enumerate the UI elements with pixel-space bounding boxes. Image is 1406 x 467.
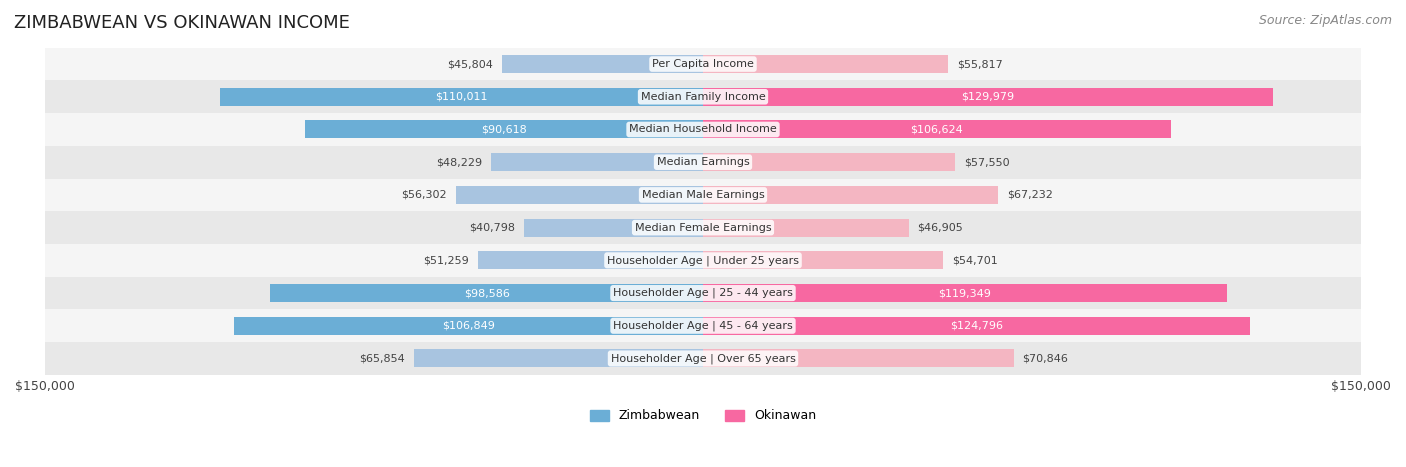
Text: Median Household Income: Median Household Income xyxy=(628,125,778,134)
Text: Householder Age | 45 - 64 years: Householder Age | 45 - 64 years xyxy=(613,320,793,331)
Bar xyxy=(415,349,703,368)
Bar xyxy=(502,55,703,73)
Text: Median Female Earnings: Median Female Earnings xyxy=(634,223,772,233)
Bar xyxy=(703,317,1250,335)
Bar xyxy=(235,317,703,335)
Text: Median Male Earnings: Median Male Earnings xyxy=(641,190,765,200)
Text: $56,302: $56,302 xyxy=(402,190,447,200)
Bar xyxy=(305,120,703,139)
Bar xyxy=(703,284,1226,302)
Bar xyxy=(703,55,948,73)
Text: Householder Age | Over 65 years: Householder Age | Over 65 years xyxy=(610,353,796,364)
Bar xyxy=(703,153,956,171)
Legend: Zimbabwean, Okinawan: Zimbabwean, Okinawan xyxy=(585,404,821,427)
Bar xyxy=(45,113,1361,146)
Bar xyxy=(524,219,703,237)
Text: Householder Age | Under 25 years: Householder Age | Under 25 years xyxy=(607,255,799,266)
Text: $119,349: $119,349 xyxy=(938,288,991,298)
Bar xyxy=(270,284,703,302)
Bar xyxy=(478,251,703,269)
Text: $98,586: $98,586 xyxy=(464,288,510,298)
Text: Median Family Income: Median Family Income xyxy=(641,92,765,102)
Bar xyxy=(45,310,1361,342)
Text: $57,550: $57,550 xyxy=(965,157,1010,167)
Text: $46,905: $46,905 xyxy=(918,223,963,233)
Text: $67,232: $67,232 xyxy=(1007,190,1053,200)
Text: $54,701: $54,701 xyxy=(952,255,997,265)
Bar xyxy=(45,48,1361,80)
Text: $51,259: $51,259 xyxy=(423,255,470,265)
Text: $90,618: $90,618 xyxy=(481,125,527,134)
Bar xyxy=(703,120,1171,139)
Text: $129,979: $129,979 xyxy=(962,92,1015,102)
Bar xyxy=(703,349,1014,368)
Bar xyxy=(45,342,1361,375)
Text: $110,011: $110,011 xyxy=(436,92,488,102)
Text: Householder Age | 25 - 44 years: Householder Age | 25 - 44 years xyxy=(613,288,793,298)
Bar xyxy=(703,251,943,269)
Text: $106,624: $106,624 xyxy=(911,125,963,134)
Text: $65,854: $65,854 xyxy=(360,354,405,363)
Text: Per Capita Income: Per Capita Income xyxy=(652,59,754,69)
Bar xyxy=(45,244,1361,277)
Text: $48,229: $48,229 xyxy=(436,157,482,167)
Text: $55,817: $55,817 xyxy=(956,59,1002,69)
Text: Source: ZipAtlas.com: Source: ZipAtlas.com xyxy=(1258,14,1392,27)
Text: $106,849: $106,849 xyxy=(441,321,495,331)
Bar xyxy=(703,219,908,237)
Bar xyxy=(221,88,703,106)
Text: ZIMBABWEAN VS OKINAWAN INCOME: ZIMBABWEAN VS OKINAWAN INCOME xyxy=(14,14,350,32)
Bar xyxy=(45,178,1361,211)
Bar xyxy=(45,277,1361,310)
Bar xyxy=(703,88,1274,106)
Bar xyxy=(45,80,1361,113)
Text: Median Earnings: Median Earnings xyxy=(657,157,749,167)
Bar xyxy=(45,146,1361,178)
Text: $45,804: $45,804 xyxy=(447,59,494,69)
Text: $124,796: $124,796 xyxy=(950,321,1004,331)
Bar xyxy=(456,186,703,204)
Bar xyxy=(45,211,1361,244)
Text: $40,798: $40,798 xyxy=(470,223,515,233)
Bar xyxy=(703,186,998,204)
Text: $70,846: $70,846 xyxy=(1022,354,1069,363)
Bar xyxy=(492,153,703,171)
